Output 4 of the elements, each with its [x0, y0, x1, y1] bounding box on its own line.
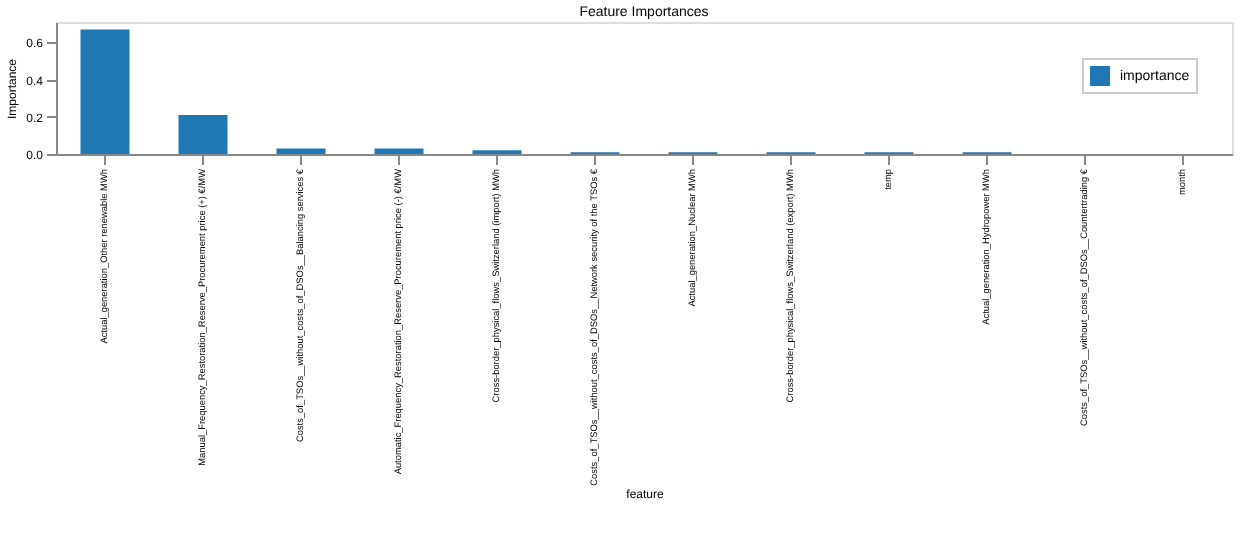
bar	[80, 29, 130, 154]
bar	[276, 148, 326, 154]
bar	[374, 148, 424, 154]
bar	[178, 114, 228, 154]
